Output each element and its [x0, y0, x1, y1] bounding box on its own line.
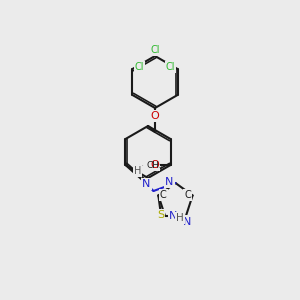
- Text: N: N: [165, 177, 174, 187]
- Text: H: H: [176, 213, 184, 223]
- Text: Cl: Cl: [166, 62, 175, 72]
- Text: C: C: [160, 190, 167, 200]
- Text: O: O: [150, 160, 159, 170]
- Text: N: N: [142, 179, 151, 189]
- Text: O: O: [151, 111, 159, 121]
- Text: N: N: [169, 211, 177, 220]
- Text: Cl: Cl: [150, 45, 160, 55]
- Text: H: H: [134, 166, 141, 176]
- Text: CH₃: CH₃: [146, 160, 163, 169]
- Text: N: N: [183, 217, 191, 226]
- Text: methoxy: methoxy: [137, 164, 144, 166]
- Text: S: S: [157, 210, 164, 220]
- Text: C: C: [184, 190, 191, 200]
- Text: Cl: Cl: [135, 62, 144, 72]
